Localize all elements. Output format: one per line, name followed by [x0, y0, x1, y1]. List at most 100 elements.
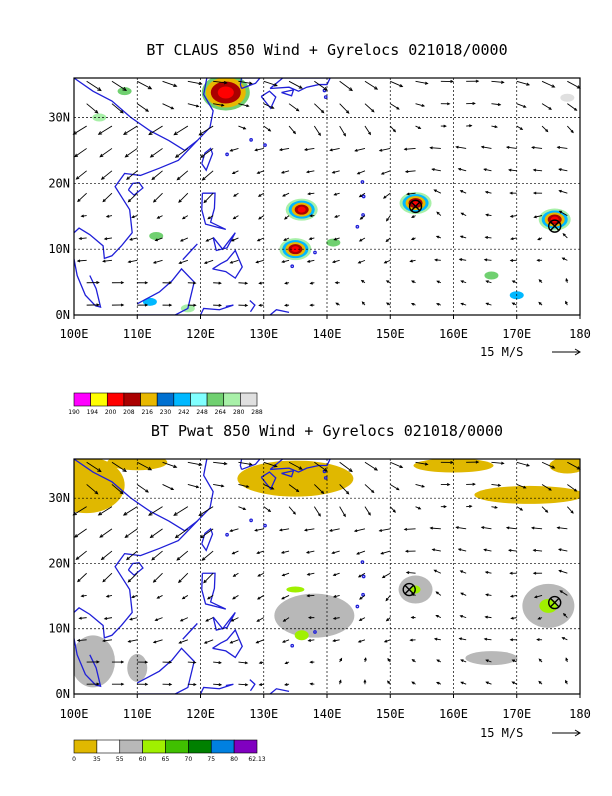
wind-vector: [87, 104, 98, 113]
colorbar-label: 230: [160, 409, 172, 416]
island: [226, 153, 228, 155]
colorbar-swatch: [240, 393, 257, 406]
wind-vector: [150, 529, 162, 538]
colorbar-label: 55: [116, 756, 124, 763]
colorbar-label: 200: [105, 409, 117, 416]
wind-vector: [73, 126, 86, 134]
colorbar-label: 216: [141, 409, 153, 416]
coastline: [201, 684, 234, 694]
island: [314, 251, 316, 253]
colorbar-swatch: [107, 393, 124, 406]
x-tick-label: 100E: [60, 327, 89, 341]
wind-vector: [199, 126, 213, 135]
colorbar-swatch: [97, 740, 120, 753]
vector-reference-label: 15 M/S: [480, 726, 523, 740]
wind-vector: [264, 507, 271, 512]
island: [362, 575, 364, 577]
island: [362, 594, 364, 596]
chart-title: BT Pwat 850 Wind + Gyrelocs 021018/0000: [151, 422, 503, 440]
colorbar-swatch: [74, 740, 97, 753]
cloud-contour: [298, 207, 306, 213]
wind-vector: [99, 126, 112, 134]
x-tick-label: 170E: [502, 327, 531, 341]
colorbar-swatch: [234, 740, 257, 753]
colorbar-label: 190: [68, 409, 80, 416]
chart-title: BT CLAUS 850 Wind + Gyrelocs 021018/0000: [146, 41, 507, 59]
wind-vector: [151, 148, 163, 157]
wind-vector: [174, 507, 188, 516]
wind-vector: [289, 507, 295, 514]
colorbar-swatch: [143, 740, 166, 753]
wind-vector: [390, 126, 395, 132]
grid: [74, 78, 580, 315]
island: [361, 561, 363, 563]
colorbar-label: 60: [139, 756, 147, 763]
wind-vector: [154, 573, 163, 582]
x-tick-label: 180: [569, 327, 591, 341]
wind-vector: [289, 104, 299, 111]
wind-vector: [390, 81, 402, 86]
wind-vector: [152, 171, 162, 180]
colorbar-label: 65: [162, 756, 170, 763]
colorbar-label: 0: [72, 756, 76, 763]
colorbar-swatch: [157, 393, 174, 406]
x-tick-label: 130E: [249, 707, 278, 721]
wind-vector: [137, 81, 151, 88]
island: [356, 605, 358, 607]
x-tick-label: 150E: [376, 327, 405, 341]
island: [226, 534, 228, 536]
coastline: [281, 90, 293, 96]
x-tick-label: 150E: [376, 707, 405, 721]
wind-vector: [177, 551, 188, 560]
wind-vector: [314, 104, 323, 113]
coastlines: [74, 78, 365, 315]
wind-vector: [76, 171, 86, 179]
colorbar-label: 242: [178, 409, 190, 416]
wind-vector: [179, 193, 188, 202]
wind-vector: [390, 104, 399, 109]
coastline: [74, 78, 213, 150]
island: [362, 214, 364, 216]
wind-vector: [542, 81, 554, 87]
x-tick-label: 120E: [186, 327, 215, 341]
island: [361, 181, 363, 183]
wind-vector: [125, 529, 137, 537]
colorbar-swatch: [174, 393, 191, 406]
x-tick-label: 120E: [186, 707, 215, 721]
wind-vector: [202, 551, 213, 560]
island: [325, 96, 327, 98]
coastline: [202, 529, 213, 551]
coastline: [250, 301, 255, 312]
wind-vector: [340, 126, 346, 136]
moisture-contour: [474, 486, 584, 504]
wind-vector: [390, 507, 395, 512]
wind-vector: [179, 573, 188, 582]
wind-vector: [390, 462, 402, 467]
wind-vector: [137, 104, 148, 112]
island: [264, 144, 266, 146]
wind-vector: [390, 484, 399, 489]
colorbar-label: 248: [196, 409, 208, 416]
wind-vector: [314, 126, 320, 135]
coastline: [270, 78, 330, 91]
wind-vector: [75, 148, 87, 156]
wind-vector: [204, 573, 213, 582]
coastline: [201, 305, 234, 315]
wind-vector: [163, 484, 174, 489]
wind-vector: [365, 81, 377, 89]
coastline: [250, 680, 255, 691]
x-tick-label: 160E: [439, 707, 468, 721]
wind-vector: [542, 126, 548, 131]
coastline: [270, 310, 289, 315]
coastline: [213, 250, 243, 278]
y-tick-label: 0N: [56, 308, 70, 322]
coastline: [270, 689, 289, 694]
island: [264, 524, 266, 526]
wind-vector: [124, 126, 137, 134]
wind-vector: [100, 529, 112, 537]
wind-vector: [542, 507, 548, 513]
wind-vector: [103, 193, 112, 201]
coastline: [183, 244, 198, 260]
island: [291, 265, 293, 267]
y-tick-label: 20N: [48, 176, 70, 190]
